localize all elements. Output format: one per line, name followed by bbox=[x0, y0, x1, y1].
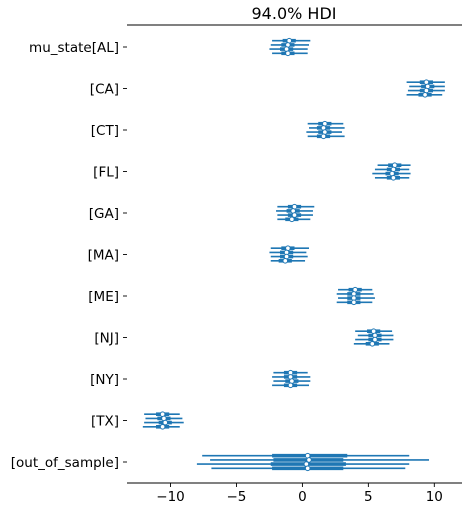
category-label: [CT] bbox=[91, 123, 119, 139]
x-tick-label: 10 bbox=[426, 489, 443, 505]
category-label: [NY] bbox=[90, 372, 119, 388]
category-label: mu_state[AL] bbox=[29, 40, 119, 56]
category-labels: mu_state[AL] [CA] [CT] [FL] [GA] [MA] [ME] [NJ]… bbox=[11, 40, 127, 471]
mean-point bbox=[306, 457, 312, 463]
mean-point bbox=[159, 424, 166, 430]
mean-point bbox=[287, 382, 294, 389]
mean-point bbox=[320, 133, 327, 140]
x-tick-label: 5 bbox=[364, 489, 373, 505]
chart-title: 94.0% HDI bbox=[252, 4, 337, 23]
mean-point bbox=[162, 419, 169, 426]
category-label: [CA] bbox=[90, 82, 119, 98]
mean-point bbox=[372, 336, 378, 343]
mean-point bbox=[282, 258, 289, 264]
category-label: [FL] bbox=[93, 165, 119, 181]
category-label: [GA] bbox=[89, 206, 119, 222]
category-label: [out_of_sample] bbox=[11, 455, 119, 471]
mean-point bbox=[369, 341, 376, 347]
mean-point bbox=[285, 50, 291, 57]
mean-point bbox=[351, 299, 357, 306]
category-label: [TX] bbox=[91, 414, 119, 430]
category-label: [NJ] bbox=[94, 331, 119, 347]
x-tick-label: −10 bbox=[156, 489, 185, 505]
x-tick-label: −5 bbox=[227, 489, 247, 505]
hdi-intervals bbox=[142, 37, 445, 472]
category-label: [MA] bbox=[88, 248, 119, 264]
x-axis-ticks: −10 −5 0 5 10 bbox=[156, 483, 443, 505]
x-tick-label: 0 bbox=[298, 489, 307, 505]
mean-point bbox=[390, 175, 397, 181]
category-label: [ME] bbox=[88, 289, 119, 305]
mean-point bbox=[304, 465, 311, 472]
mean-point bbox=[422, 92, 428, 98]
mean-point bbox=[289, 216, 295, 223]
mean-point bbox=[291, 212, 298, 218]
